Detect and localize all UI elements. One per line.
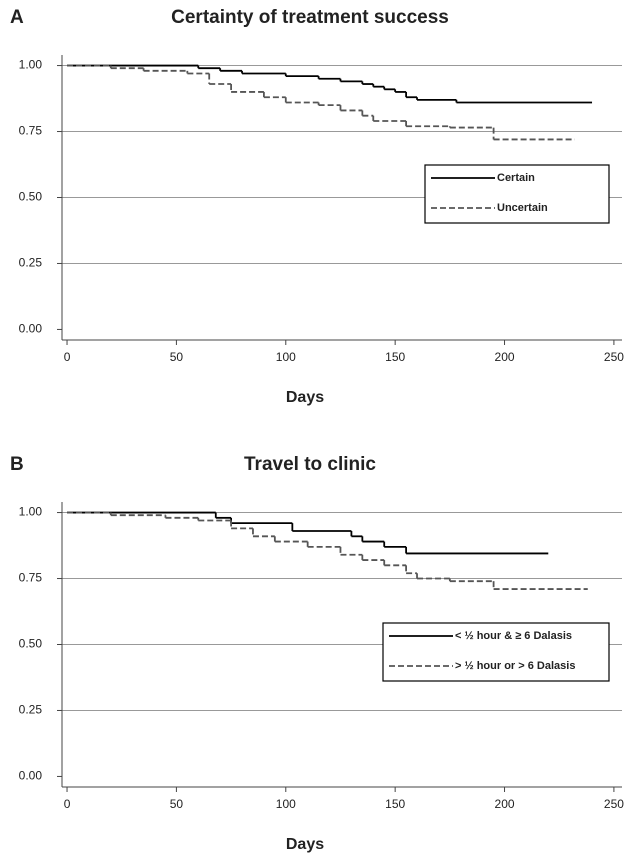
legend-label: Uncertain	[497, 202, 548, 214]
panel-label: B	[10, 454, 24, 475]
x-tick-label: 250	[604, 797, 624, 811]
y-tick-label: 0.50	[19, 637, 43, 651]
y-tick-label: 0.25	[19, 256, 43, 270]
x-tick-label: 0	[64, 350, 71, 364]
x-tick-label: 150	[385, 797, 405, 811]
y-tick-label: 0.50	[19, 190, 43, 204]
y-tick-label: 0.75	[19, 124, 43, 138]
x-tick-label: 50	[170, 797, 184, 811]
y-tick-label: 0.00	[19, 769, 43, 783]
x-tick-label: 0	[64, 797, 71, 811]
y-tick-label: 1.00	[19, 58, 43, 72]
y-tick-label: 0.25	[19, 703, 43, 717]
legend-box	[424, 164, 610, 224]
x-tick-label: 100	[276, 797, 296, 811]
legend-label: > ½ hour or > 6 Dalasis	[455, 660, 575, 672]
legend-label: < ½ hour & ≥ 6 Dalasis	[455, 630, 572, 642]
x-tick-label: 250	[604, 350, 624, 364]
x-tick-label: 200	[495, 797, 515, 811]
legend-box	[382, 622, 610, 682]
y-tick-label: 1.00	[19, 505, 43, 519]
x-tick-label: 200	[495, 350, 515, 364]
y-tick-label: 0.75	[19, 571, 43, 585]
chart-title: Travel to clinic	[244, 454, 376, 475]
x-axis-label: Days	[286, 389, 324, 406]
chart-title: Certainty of treatment success	[171, 7, 449, 28]
legend-label: Certain	[497, 172, 535, 184]
y-tick-label: 0.00	[19, 322, 43, 336]
x-tick-label: 150	[385, 350, 405, 364]
x-axis-label: Days	[286, 836, 324, 853]
x-tick-label: 100	[276, 350, 296, 364]
x-tick-label: 50	[170, 350, 184, 364]
panel-label: A	[10, 7, 24, 28]
